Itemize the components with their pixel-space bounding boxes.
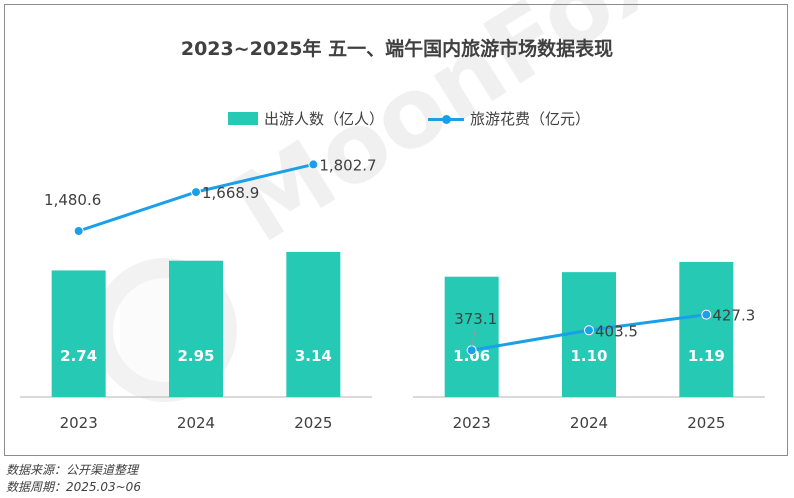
x-tick-label: 2023 bbox=[453, 414, 491, 432]
bar bbox=[286, 251, 341, 397]
line-value-label: 427.3 bbox=[712, 307, 755, 325]
bar-value-label: 3.14 bbox=[295, 347, 332, 365]
chart-frame bbox=[4, 4, 788, 456]
series-line bbox=[78, 162, 314, 233]
data-source: 数据来源：公开渠道整理 bbox=[6, 463, 139, 477]
legend-bar-label: 出游人数（亿人） bbox=[264, 110, 385, 128]
line-point bbox=[73, 226, 84, 237]
bar-value-label: 2.95 bbox=[177, 347, 214, 365]
x-tick-label: 2025 bbox=[687, 414, 725, 432]
chart-title: 2023~2025年 五一、端午国内旅游市场数据表现 bbox=[180, 38, 614, 60]
line-value-label: 373.1 bbox=[454, 310, 497, 328]
label-leader-line bbox=[471, 328, 477, 347]
bar-value-label: 1.10 bbox=[570, 347, 607, 365]
legend-bar-swatch bbox=[228, 112, 258, 125]
line-value-label: 1,668.9 bbox=[202, 184, 259, 202]
bar-value-label: 1.19 bbox=[688, 347, 725, 365]
line-value-label: 1,802.7 bbox=[319, 156, 376, 174]
x-tick-label: 2024 bbox=[570, 414, 608, 432]
line-point bbox=[191, 187, 201, 198]
line-point bbox=[701, 309, 712, 320]
bar-value-label: 1.06 bbox=[453, 347, 490, 365]
x-tick-label: 2023 bbox=[60, 414, 98, 432]
line-point bbox=[308, 159, 319, 170]
legend-line-label: 旅游花费（亿元） bbox=[470, 110, 591, 128]
data-period: 数据周期：2025.03~06 bbox=[6, 480, 141, 494]
bar bbox=[679, 261, 734, 397]
bar bbox=[51, 270, 106, 397]
bar bbox=[169, 260, 223, 397]
line-point bbox=[466, 345, 477, 356]
line-value-label: 403.5 bbox=[595, 322, 638, 340]
line-value-label: 1,480.6 bbox=[44, 191, 101, 209]
line-point bbox=[584, 325, 594, 336]
bar bbox=[444, 276, 499, 397]
x-tick-label: 2024 bbox=[177, 414, 215, 432]
legend-item-bar: 出游人数（亿人） bbox=[228, 108, 384, 129]
legend-item-line: 旅游花费（亿元） bbox=[428, 108, 590, 129]
legend: 出游人数（亿人） 旅游花费（亿元） bbox=[0, 108, 794, 130]
x-tick-label: 2025 bbox=[294, 414, 332, 432]
bar-value-label: 2.74 bbox=[60, 347, 97, 365]
legend-line-swatch bbox=[428, 112, 464, 126]
